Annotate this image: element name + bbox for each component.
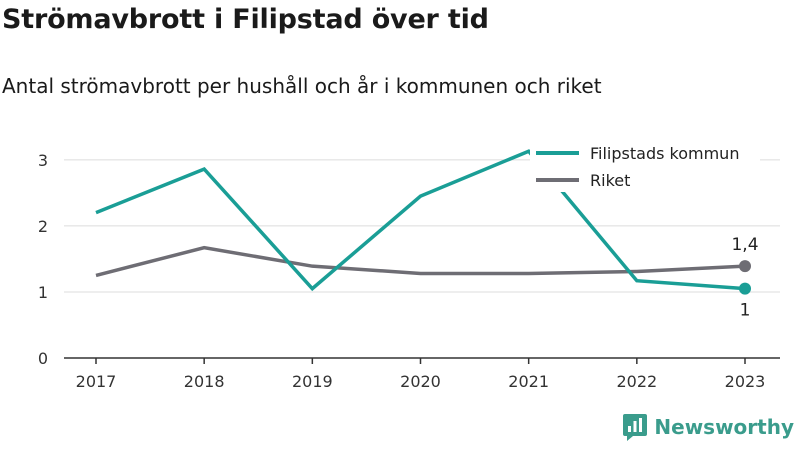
x-tick-label: 2020 [400,372,441,391]
series-line-filipstads-kommun [95,149,746,292]
y-tick-label: 0 [38,349,48,368]
end-point-marker [739,282,751,295]
newsworthy-logo: Newsworthy [622,412,794,442]
end-value-label: 1,4 [731,235,758,255]
y-tick-label: 2 [38,217,48,236]
newsworthy-logo-icon [623,414,648,441]
x-tick-label: 2017 [76,372,117,391]
end-point-marker [739,260,751,273]
x-tick-label: 2021 [508,372,549,391]
x-tick-label: 2019 [292,372,333,391]
legend-label: Riket [590,171,630,190]
end-value-label: 1 [740,301,751,321]
x-tick-label: 2022 [616,372,657,391]
y-tick-label: 3 [38,151,48,170]
legend-label: Filipstads kommun [590,144,739,163]
y-tick-label: 1 [38,283,48,302]
chart-title: Strömavbrott i Filipstad över tid [2,4,489,35]
brand-name: Newsworthy [654,415,794,439]
x-tick-label: 2018 [184,372,225,391]
chart-subtitle: Antal strömavbrott per hushåll och år i … [2,74,602,98]
x-tick-label: 2023 [725,372,766,391]
series-line-riket [95,245,746,278]
